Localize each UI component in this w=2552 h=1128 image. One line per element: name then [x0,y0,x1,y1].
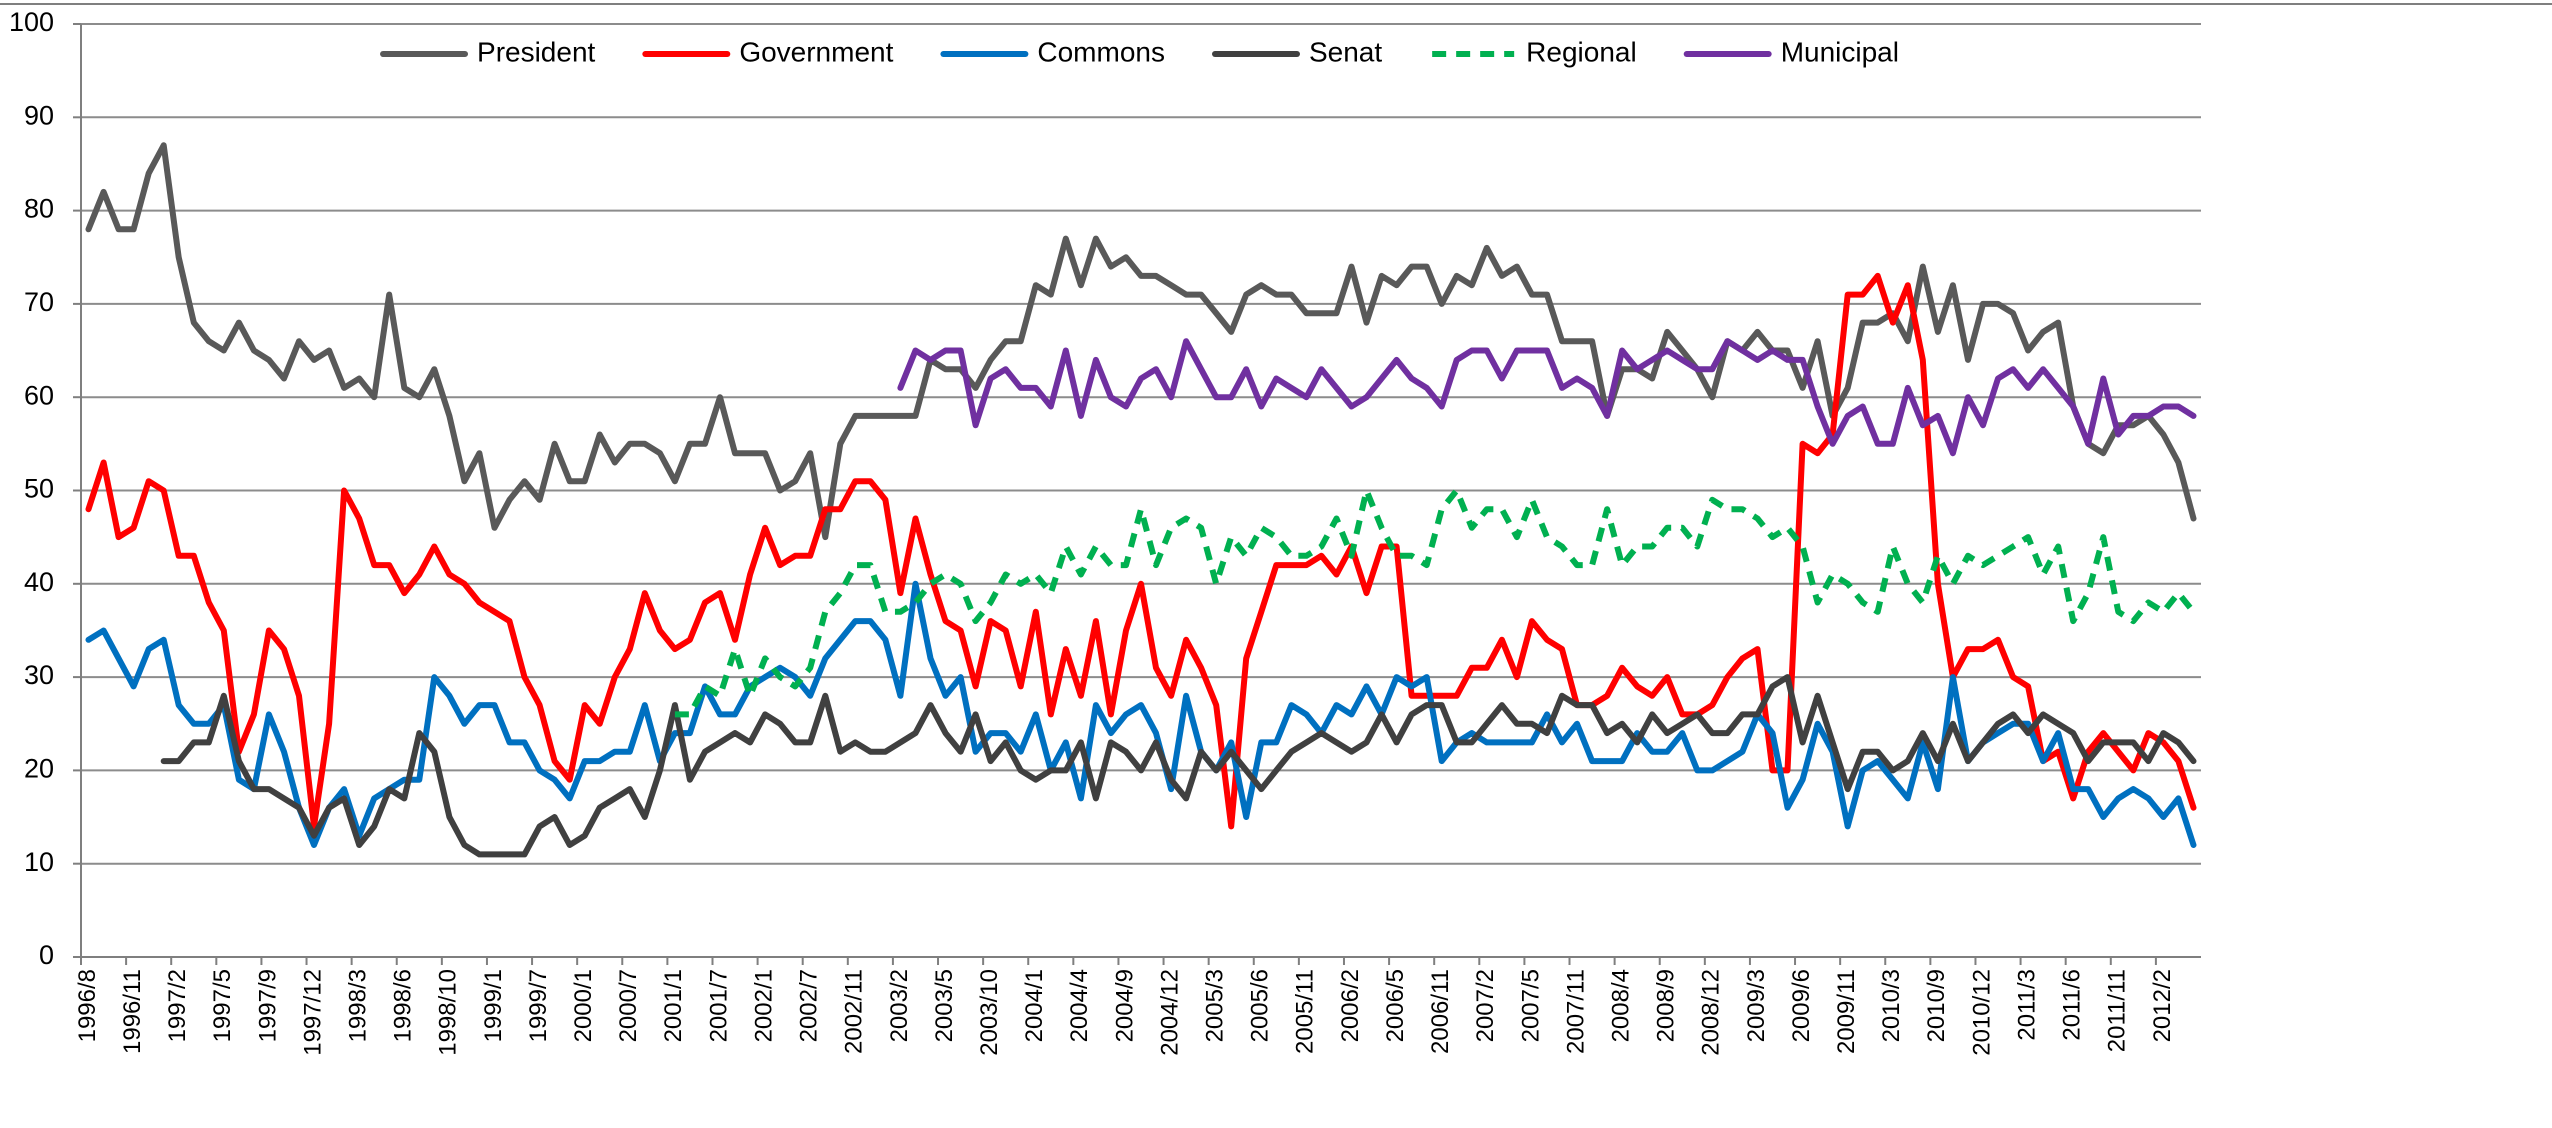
x-tick-label: 1996/11 [119,969,146,1054]
x-tick-label: 2006/2 [1337,969,1364,1042]
x-tick-label: 1996/8 [74,969,101,1042]
x-tick-label: 2011/11 [2104,969,2131,1052]
series-line [897,338,2197,457]
y-tick-label: 90 [24,100,54,130]
x-tick-label: 2001/1 [660,969,687,1042]
legend-label: Senat [1309,36,1382,67]
y-tick-label: 10 [24,847,54,877]
x-tick-label: 2000/7 [615,969,642,1042]
x-tick-label: 1997/12 [299,969,326,1056]
x-tick-label: 2001/7 [705,969,732,1042]
series-line [160,674,2197,858]
x-tick-label: 1998/6 [390,969,417,1042]
y-tick-label: 60 [24,380,54,410]
x-tick-label: 2010/3 [1878,969,1905,1042]
x-tick-label: 2002/7 [796,969,823,1042]
x-tick-label: 1997/9 [254,969,281,1042]
series-line [85,142,2197,541]
y-tick-label: 80 [24,194,54,224]
legend-label: President [477,36,596,67]
grid [81,23,2201,958]
x-tick-label: 2007/5 [1517,969,1544,1042]
y-tick-label: 70 [24,287,54,317]
x-tick-label: 2006/11 [1427,969,1454,1054]
x-tick-label: 2009/11 [1833,969,1860,1054]
x-tick-label: 2000/1 [570,969,597,1042]
x-tick-label: 1998/10 [435,969,462,1056]
series-line [674,487,2196,718]
legend-label: Municipal [1781,36,1899,67]
legend-label: Regional [1526,36,1637,67]
x-tick-label: 2007/11 [1562,969,1589,1054]
x-tick-label: 1997/2 [164,969,191,1042]
x-tick-label: 1999/1 [480,969,507,1042]
x-tick-label: 2003/2 [886,969,913,1042]
x-tick-label: 2004/4 [1066,969,1093,1042]
x-tick-label: 2005/6 [1247,969,1274,1042]
legend-label: Commons [1037,36,1165,67]
x-tick-label: 2009/3 [1743,969,1770,1042]
x-tick-label: 2005/3 [1202,969,1229,1042]
series-line [85,580,2197,848]
axes: 0 10 20 30 40 50 60 70 80 90 100 1996/8 1996/11 1997/… [9,7,2201,1056]
plot-lines [85,142,2197,858]
x-tick-label: 2004/9 [1111,969,1138,1042]
x-tick-label: 2007/2 [1472,969,1499,1042]
y-tick-label: 0 [39,940,54,970]
y-tick-label: 100 [9,7,54,37]
y-tick-label: 50 [24,474,54,504]
x-tick-label: 2004/1 [1021,969,1048,1042]
y-tick-label: 20 [24,754,54,784]
x-tick-label: 2010/9 [1923,969,1950,1042]
legend: President Government Commons Senat Regional M… [380,36,1899,67]
x-tick-label: 2003/10 [976,969,1003,1056]
x-tick-label: 2003/5 [931,969,958,1042]
legend-label: Government [739,36,893,67]
x-tick-label: 2008/12 [1698,969,1725,1056]
x-tick-label: 1999/7 [525,969,552,1042]
x-tick-label: 2006/5 [1382,969,1409,1042]
x-tick-label: 1998/3 [344,969,371,1042]
x-tick-label: 2012/2 [2149,969,2176,1042]
x-tick-label: 2008/4 [1607,969,1634,1042]
x-tick-label: 2011/3 [2013,969,2040,1041]
x-tick-label: 2005/11 [1292,969,1319,1054]
x-tick-label: 2002/11 [841,969,868,1054]
x-tick-label: 2010/12 [1968,969,1995,1056]
x-tick-label: 2009/6 [1788,969,1815,1042]
x-tick-label: 2008/9 [1653,969,1680,1042]
y-tick-label: 40 [24,567,54,597]
x-tick-label: 2004/12 [1156,969,1183,1056]
x-tick-label: 2002/1 [750,969,777,1042]
x-tick-label: 2011/6 [2059,969,2086,1041]
series-line [85,272,2197,830]
y-tick-label: 30 [24,660,54,690]
x-tick-label: 1997/5 [209,969,236,1042]
